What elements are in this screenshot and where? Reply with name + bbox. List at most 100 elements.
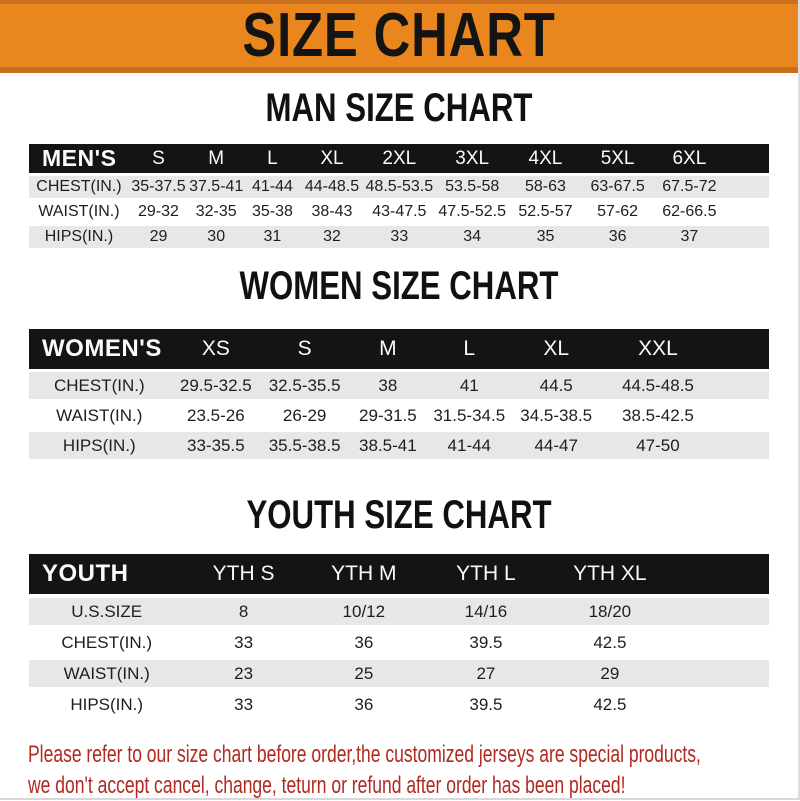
size-column-header: L (428, 329, 510, 369)
size-value-cell: 36 (581, 226, 654, 248)
size-column-header: 6XL (653, 144, 726, 173)
size-value-cell: 63-67.5 (581, 176, 654, 198)
spacer-cell (725, 201, 769, 223)
size-value-cell: 62-66.5 (653, 201, 726, 223)
row-label: HIPS(IN.) (29, 691, 185, 718)
size-column-header: YTH M (302, 554, 425, 594)
size-value-cell: 29-32 (128, 201, 189, 223)
row-label: CHEST(IN.) (29, 629, 185, 656)
table-row: CHEST(IN.) 35-37.5 37.5-41 41-44 44-48.5 48.5… (29, 176, 769, 198)
size-value-cell: 31.5-34.5 (428, 402, 510, 429)
size-value-cell: 41 (428, 372, 510, 399)
footer-line-1: Please refer to our size chart before or… (28, 741, 701, 768)
size-value-cell: 34 (435, 226, 510, 248)
size-value-cell: 52.5-57 (509, 201, 582, 223)
size-column-header: YTH XL (546, 554, 673, 594)
spacer-cell (725, 226, 769, 248)
spacer-cell (672, 598, 769, 625)
table-row: U.S.SIZE 8 10/12 14/16 18/20 (29, 598, 769, 625)
size-value-cell: 42.5 (546, 629, 673, 656)
size-value-cell: 29.5-32.5 (169, 372, 263, 399)
size-value-cell: 29 (546, 660, 673, 687)
table-row: CHEST(IN.) 33 36 39.5 42.5 (29, 629, 769, 656)
table-row: WAIST(IN.) 23 25 27 29 (29, 660, 769, 687)
size-column-header: XS (169, 329, 263, 369)
spacer-cell (672, 660, 769, 687)
size-value-cell: 44.5 (509, 372, 603, 399)
size-value-cell: 43-47.5 (363, 201, 436, 223)
size-value-cell: 33 (184, 691, 303, 718)
size-value-cell: 32.5-35.5 (262, 372, 348, 399)
table-header-row: WOMEN'S XS S M L XL XXL (29, 329, 769, 369)
size-column-header: 2XL (363, 144, 436, 173)
table-row: WAIST(IN.) 23.5-26 26-29 29-31.5 31.5-34.5 34… (29, 402, 769, 429)
table-row: HIPS(IN.) 33 36 39.5 42.5 (29, 691, 769, 718)
size-column-header: S (128, 144, 189, 173)
spacer-cell (672, 629, 769, 656)
table-row: WAIST(IN.) 29-32 32-35 35-38 38-43 43-47.5 47.… (29, 201, 769, 223)
table-corner-label: YOUTH (29, 554, 185, 594)
size-value-cell: 58-63 (509, 176, 582, 198)
table-header-row: YOUTH YTH S YTH M YTH L YTH XL (29, 554, 769, 594)
row-label: HIPS(IN.) (29, 432, 170, 459)
size-value-cell: 35.5-38.5 (262, 432, 348, 459)
size-column-header: S (262, 329, 348, 369)
size-value-cell: 27 (424, 660, 547, 687)
size-value-cell: 53.5-58 (435, 176, 510, 198)
size-value-cell: 48.5-53.5 (363, 176, 436, 198)
size-value-cell: 36 (302, 629, 425, 656)
table-header-row: MEN'S S M L XL 2XL 3XL 4XL 5XL 6XL (29, 144, 769, 173)
section-youth: YOUTH SIZE CHART YOUTH YTH S YTH M YTH L YTH… (0, 495, 798, 722)
size-value-cell: 39.5 (424, 691, 547, 718)
size-column-header: 4XL (509, 144, 582, 173)
spacer-cell (672, 691, 769, 718)
youth-section-heading: YOUTH SIZE CHART (246, 493, 552, 537)
table-corner-label: MEN'S (29, 144, 129, 173)
size-value-cell: 37.5-41 (188, 176, 245, 198)
size-value-cell: 47-50 (602, 432, 714, 459)
row-label: WAIST(IN.) (29, 660, 185, 687)
spacer-cell (713, 329, 769, 369)
table-corner-label: WOMEN'S (29, 329, 170, 369)
size-column-header: XXL (602, 329, 714, 369)
size-value-cell: 8 (184, 598, 303, 625)
size-value-cell: 44-48.5 (300, 176, 364, 198)
size-value-cell: 18/20 (546, 598, 673, 625)
spacer-cell (713, 432, 769, 459)
size-value-cell: 31 (244, 226, 301, 248)
table-row: HIPS(IN.) 33-35.5 35.5-38.5 38.5-41 41-44 44-… (29, 432, 769, 459)
size-column-header: XL (509, 329, 603, 369)
row-label: HIPS(IN.) (29, 226, 129, 248)
size-value-cell: 41-44 (244, 176, 301, 198)
spacer-cell (725, 144, 769, 173)
size-value-cell: 35-38 (244, 201, 301, 223)
spacer-cell (713, 402, 769, 429)
spacer-cell (672, 554, 769, 594)
table-row: CHEST(IN.) 29.5-32.5 32.5-35.5 38 41 44.5 44.5… (29, 372, 769, 399)
footer-note: Please refer to our size chart before or… (0, 739, 798, 801)
size-value-cell: 41-44 (428, 432, 510, 459)
row-label: U.S.SIZE (29, 598, 185, 625)
size-value-cell: 47.5-52.5 (435, 201, 510, 223)
size-value-cell: 35 (509, 226, 582, 248)
size-value-cell: 44.5-48.5 (602, 372, 714, 399)
row-label: WAIST(IN.) (29, 402, 170, 429)
size-value-cell: 30 (188, 226, 245, 248)
footer-line-2: we don't accept cancel, change, teturn o… (28, 772, 626, 799)
size-column-header: YTH S (184, 554, 303, 594)
size-column-header: 3XL (435, 144, 510, 173)
size-value-cell: 25 (302, 660, 425, 687)
section-men: MAN SIZE CHART MEN'S S M L XL 2XL 3XL 4XL 5XL 6XL… (0, 88, 798, 251)
size-column-header: M (188, 144, 245, 173)
size-value-cell: 29-31.5 (347, 402, 429, 429)
size-value-cell: 38-43 (300, 201, 364, 223)
size-value-cell: 29 (128, 226, 189, 248)
size-value-cell: 38.5-41 (347, 432, 429, 459)
size-value-cell: 33 (363, 226, 436, 248)
size-value-cell: 39.5 (424, 629, 547, 656)
size-value-cell: 26-29 (262, 402, 348, 429)
size-value-cell: 33 (184, 629, 303, 656)
banner: SIZE CHART (0, 0, 798, 73)
size-column-header: XL (300, 144, 364, 173)
